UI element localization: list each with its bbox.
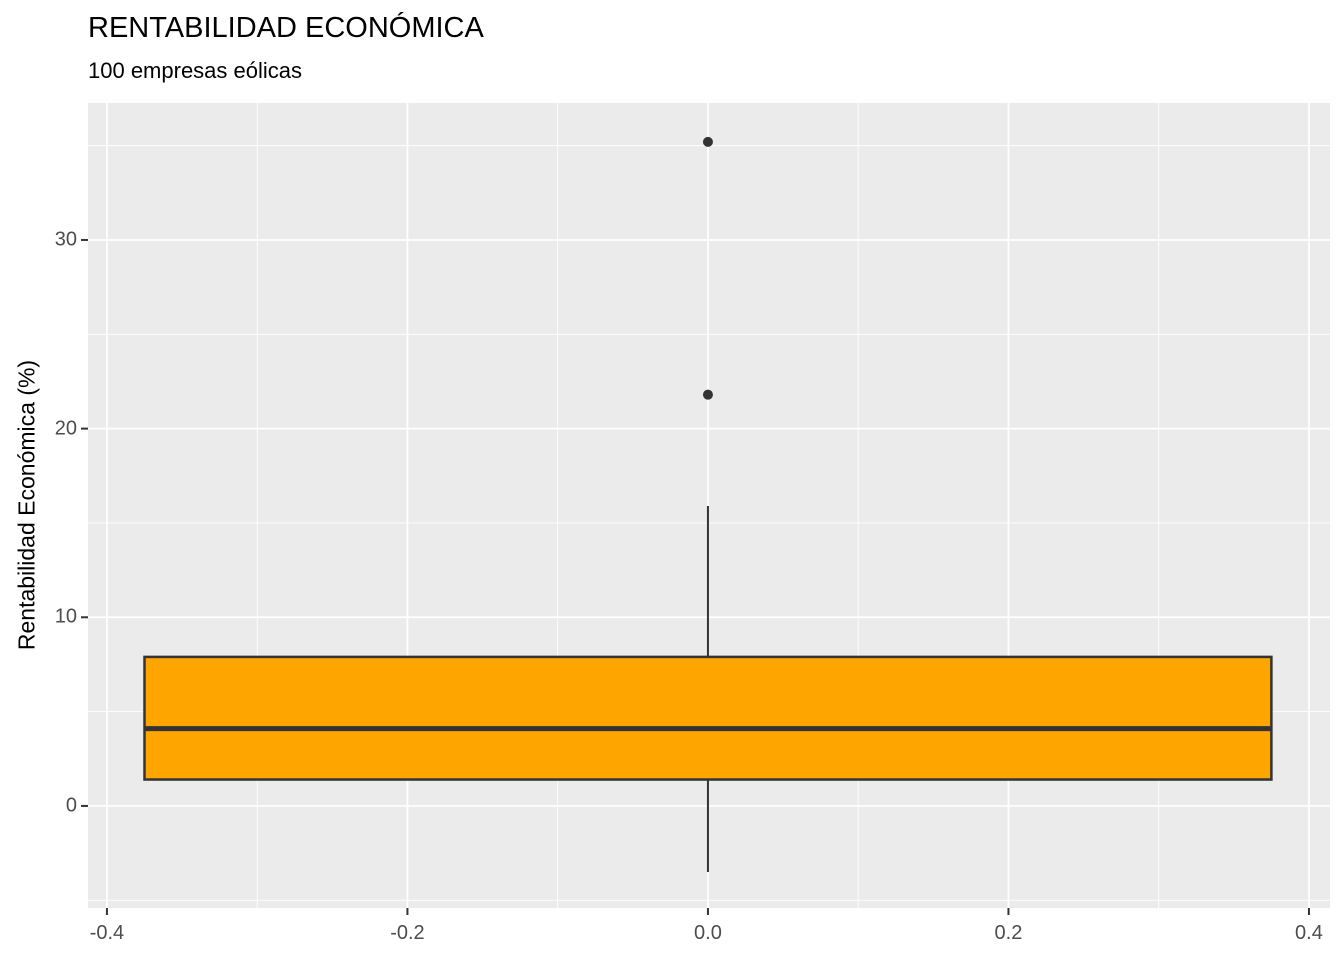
- chart-title: RENTABILIDAD ECONÓMICA: [88, 12, 484, 44]
- x-tick-label: 0.0: [694, 922, 722, 944]
- outlier-point: [702, 136, 713, 147]
- y-tick-label: 10: [54, 605, 77, 628]
- x-tick-label: -0.2: [390, 922, 425, 944]
- y-tick-label: 0: [65, 794, 77, 817]
- outlier-point: [702, 389, 713, 400]
- x-tick-label: 0.2: [994, 922, 1023, 944]
- x-tick-label: -0.4: [89, 922, 125, 944]
- chart-subtitle: 100 empresas eólicas: [88, 58, 303, 83]
- x-tick-label: 0.4: [1295, 922, 1323, 944]
- box: [143, 655, 1273, 781]
- y-tick-label: 30: [54, 228, 77, 251]
- y-tick-label: 20: [54, 417, 77, 440]
- panel-background: [88, 103, 1330, 908]
